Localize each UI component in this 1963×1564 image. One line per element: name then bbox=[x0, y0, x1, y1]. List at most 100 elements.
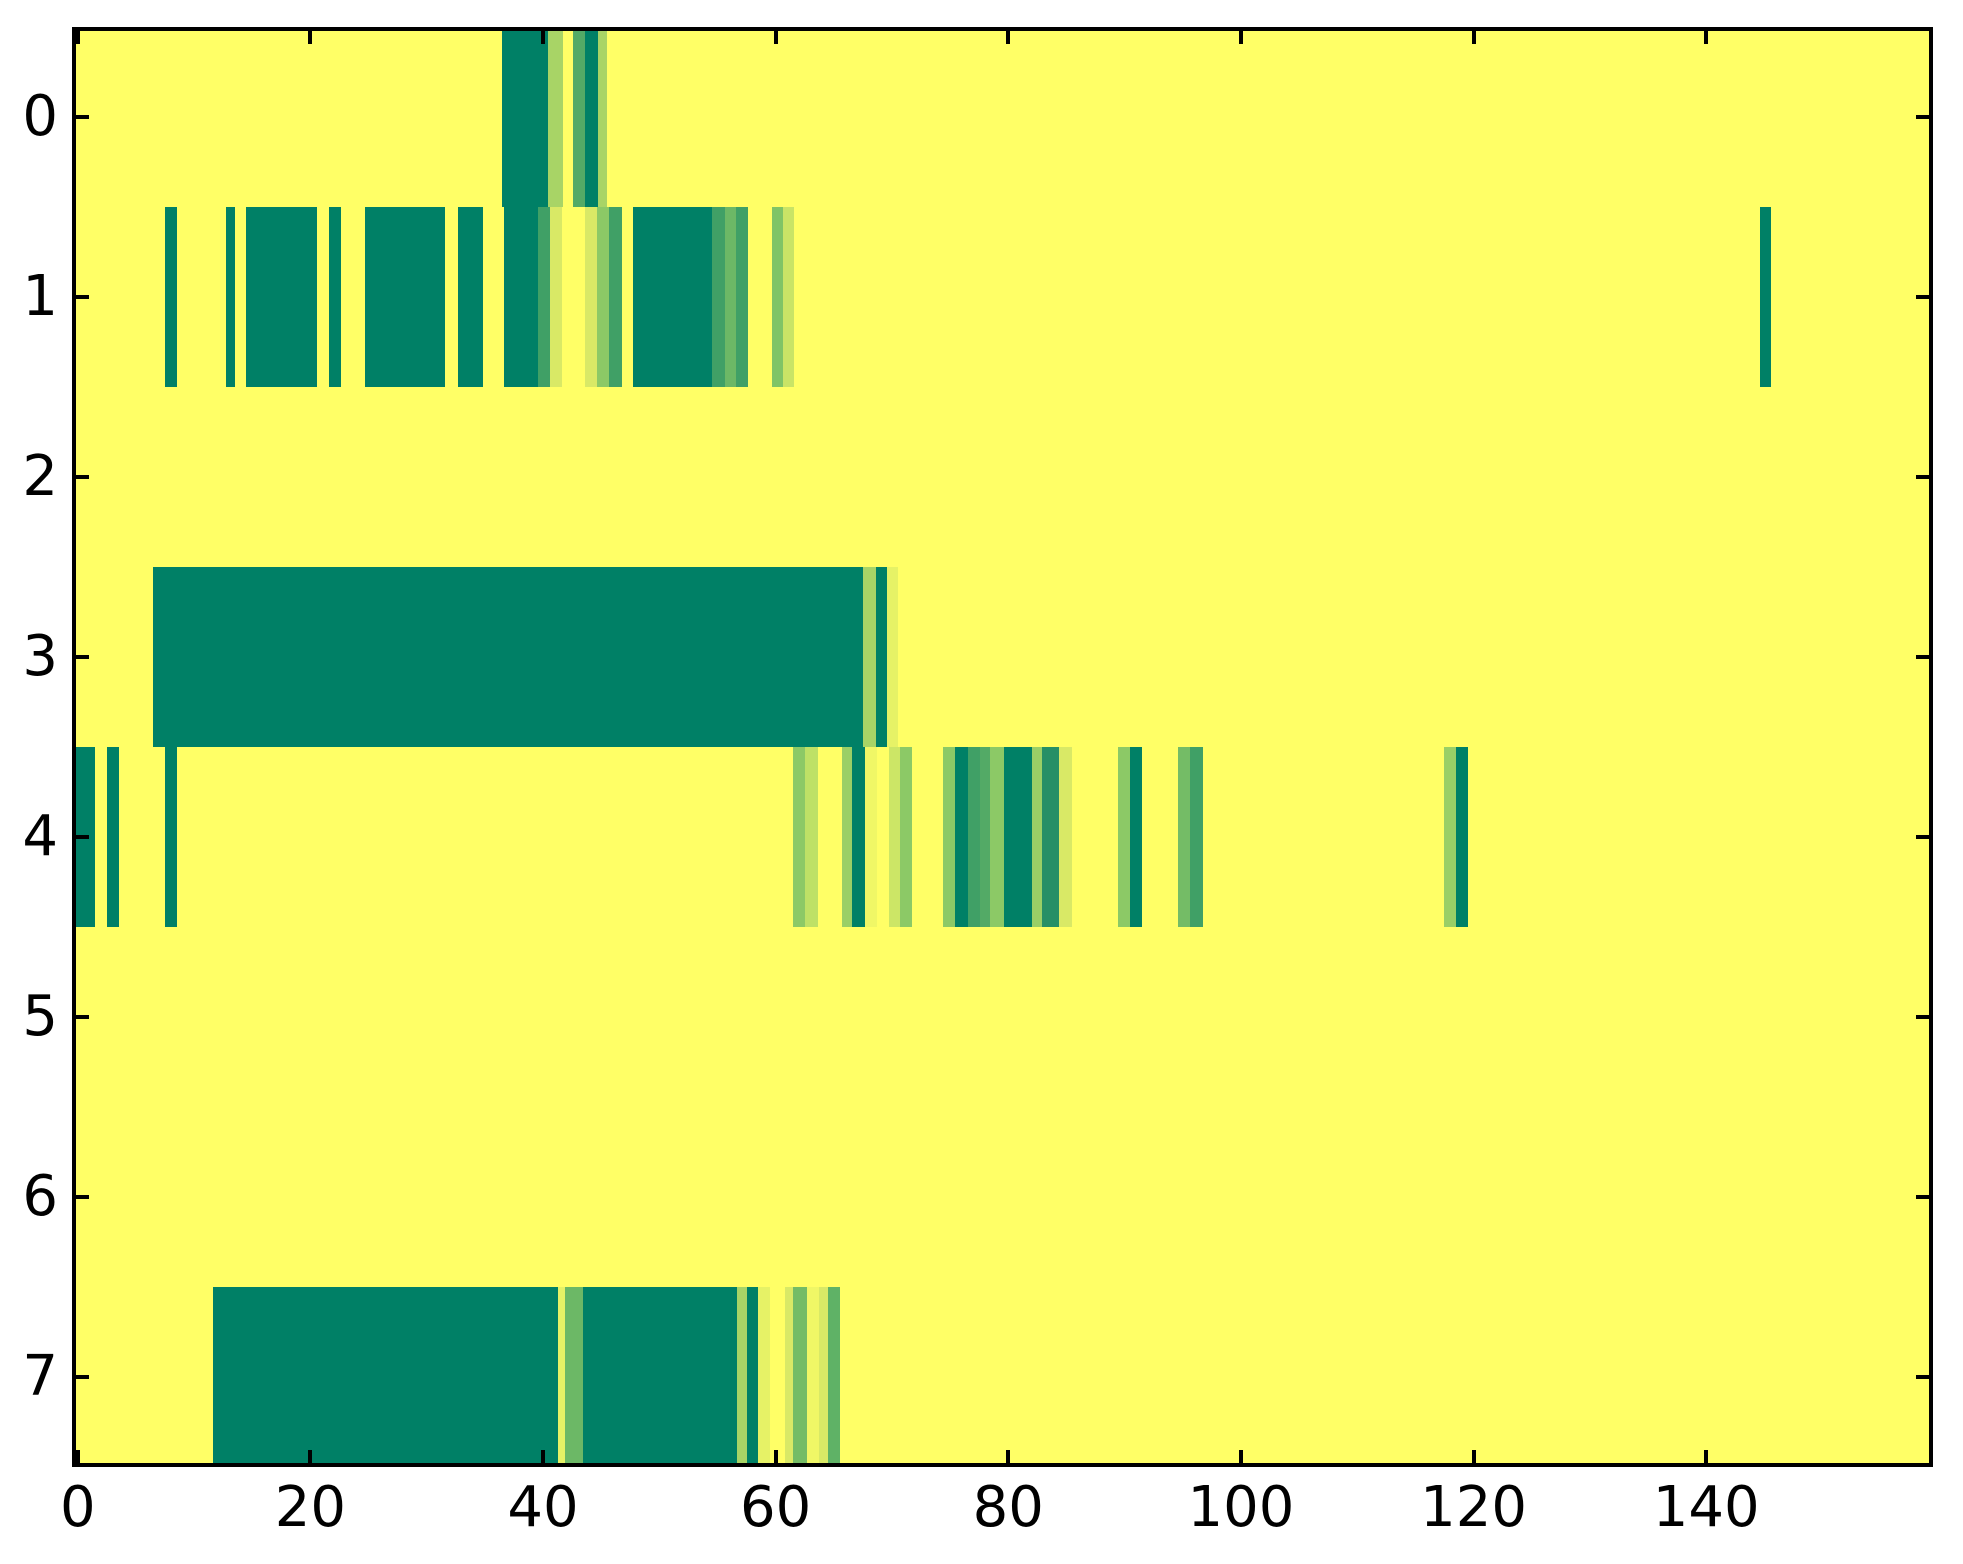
heatmap-segment bbox=[538, 207, 551, 387]
heatmap-segment bbox=[609, 207, 623, 387]
heatmap-segment bbox=[503, 207, 539, 387]
x-axis-tick-bottom bbox=[1704, 1450, 1709, 1463]
heatmap-segment bbox=[165, 207, 177, 387]
heatmap-segment bbox=[502, 27, 548, 207]
heatmap-segment bbox=[212, 1287, 559, 1467]
heatmap-segment bbox=[584, 207, 597, 387]
heatmap-segment bbox=[989, 747, 1004, 927]
y-axis-tick-label: 5 bbox=[22, 984, 58, 1049]
x-axis-tick-bottom bbox=[308, 1450, 313, 1463]
heatmap-segment bbox=[793, 747, 805, 927]
heatmap-segment bbox=[736, 207, 748, 387]
y-axis-tick-right bbox=[1916, 1195, 1929, 1199]
heatmap-segment bbox=[1031, 747, 1043, 927]
x-axis-tick-label: 120 bbox=[1420, 1475, 1528, 1540]
x-axis-tick-top bbox=[308, 31, 313, 44]
y-axis-tick-right bbox=[1916, 1375, 1929, 1379]
y-axis-tick-left bbox=[76, 835, 89, 839]
y-axis-tick-right bbox=[1916, 115, 1929, 119]
x-axis-tick-bottom bbox=[773, 1450, 778, 1463]
heatmap-segment bbox=[967, 747, 981, 927]
heatmap-segment bbox=[793, 1287, 808, 1467]
x-axis-tick-top bbox=[75, 31, 80, 44]
x-axis-tick-top bbox=[773, 31, 778, 44]
heatmap-segment bbox=[862, 567, 876, 747]
heatmap-segment bbox=[1042, 747, 1060, 927]
heatmap-segment bbox=[1178, 747, 1190, 927]
heatmap-segment bbox=[772, 207, 783, 387]
heatmap-segment bbox=[597, 27, 608, 207]
y-axis-tick-label: 1 bbox=[22, 264, 58, 329]
x-axis-tick-label: 80 bbox=[972, 1475, 1044, 1540]
x-axis-tick-bottom bbox=[75, 1450, 80, 1463]
heatmap-segment bbox=[165, 747, 177, 927]
y-axis-tick-left bbox=[76, 1015, 89, 1019]
x-axis-tick-top bbox=[1704, 31, 1709, 44]
x-axis-tick-top bbox=[541, 31, 546, 44]
heatmap-segment bbox=[106, 747, 119, 927]
heatmap-segment bbox=[782, 207, 795, 387]
y-axis-tick-right bbox=[1916, 835, 1929, 839]
y-axis-tick-left bbox=[76, 115, 89, 119]
x-axis-tick-top bbox=[1471, 31, 1476, 44]
heatmap-segment bbox=[558, 1287, 566, 1467]
x-axis-tick-bottom bbox=[1471, 1450, 1476, 1463]
heatmap-segment bbox=[954, 747, 968, 927]
y-axis-tick-left bbox=[76, 1195, 89, 1199]
heatmap-segment bbox=[596, 207, 610, 387]
heatmap-segment bbox=[737, 1287, 747, 1467]
heatmap-segment bbox=[865, 747, 877, 927]
heatmap-segment bbox=[943, 747, 955, 927]
x-axis-tick-bottom bbox=[541, 1450, 546, 1463]
heatmap-segment bbox=[565, 1287, 583, 1467]
heatmap-segment bbox=[711, 207, 725, 387]
heatmap-segment bbox=[365, 207, 446, 387]
y-axis-tick-label: 2 bbox=[22, 444, 58, 509]
y-axis-tick-left bbox=[76, 1375, 89, 1379]
y-axis-tick-right bbox=[1916, 295, 1929, 299]
heatmap-segment bbox=[852, 747, 866, 927]
heatmap-segment bbox=[758, 1287, 770, 1467]
heatmap-segment bbox=[807, 1287, 819, 1467]
heatmap-segment bbox=[900, 747, 912, 927]
heatmap-segment bbox=[1456, 747, 1468, 927]
x-axis-tick-top bbox=[1006, 31, 1011, 44]
y-axis-tick-left bbox=[76, 655, 89, 659]
heatmap-segment bbox=[828, 1287, 840, 1467]
heatmap-segment bbox=[582, 1287, 738, 1467]
heatmap-segment bbox=[584, 27, 598, 207]
heatmap-segment bbox=[1444, 747, 1457, 927]
heatmap-segment bbox=[784, 1287, 794, 1467]
heatmap-segment bbox=[888, 747, 901, 927]
heatmap-segment bbox=[1003, 747, 1032, 927]
x-axis-tick-bottom bbox=[1006, 1450, 1011, 1463]
heatmap-segment bbox=[818, 1287, 829, 1467]
y-axis-tick-label: 3 bbox=[22, 624, 58, 689]
heatmap-segment bbox=[550, 207, 562, 387]
y-axis-tick-right bbox=[1916, 655, 1929, 659]
heatmap-segment bbox=[632, 207, 712, 387]
heatmap-segment bbox=[547, 27, 563, 207]
x-axis-tick-label: 20 bbox=[274, 1475, 347, 1540]
heatmap-segment bbox=[225, 207, 235, 387]
heatmap-segment bbox=[724, 207, 737, 387]
x-axis-tick-label: 140 bbox=[1652, 1475, 1760, 1540]
y-axis-tick-left bbox=[76, 475, 89, 479]
x-axis-tick-label: 60 bbox=[740, 1475, 812, 1540]
x-axis-tick-label: 40 bbox=[507, 1475, 579, 1540]
x-axis-tick-top bbox=[1238, 31, 1243, 44]
heatmap-segment bbox=[887, 567, 898, 747]
heatmap-segment bbox=[841, 747, 853, 927]
heatmap-segment bbox=[329, 207, 341, 387]
heatmap-segment bbox=[1759, 207, 1772, 387]
heatmap-segment bbox=[1130, 747, 1143, 927]
heatmap-segment bbox=[980, 747, 990, 927]
y-axis-tick-right bbox=[1916, 475, 1929, 479]
heatmap-segment bbox=[1189, 747, 1203, 927]
y-axis-tick-label: 4 bbox=[22, 804, 58, 869]
heatmap-segment bbox=[746, 1287, 759, 1467]
x-axis-tick-bottom bbox=[1238, 1450, 1243, 1463]
heatmap-segment bbox=[458, 207, 483, 387]
y-axis-tick-label: 7 bbox=[22, 1344, 58, 1409]
